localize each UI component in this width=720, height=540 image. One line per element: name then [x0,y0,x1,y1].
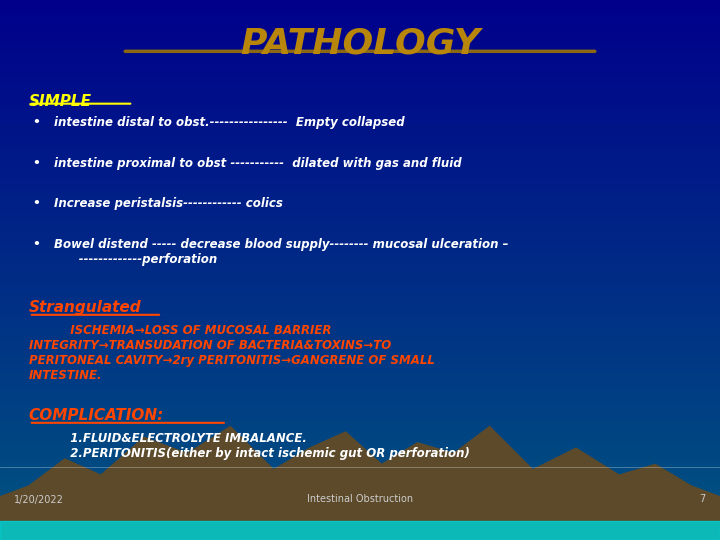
Text: •: • [32,157,40,170]
Text: intestine proximal to obst -----------  dilated with gas and fluid: intestine proximal to obst ----------- d… [54,157,462,170]
Text: 1.FLUID&ELECTROLYTE IMBALANCE.
          2.PERITONITIS(either by intact ischemic: 1.FLUID&ELECTROLYTE IMBALANCE. 2.PERITON… [29,432,469,460]
Polygon shape [0,427,720,540]
Text: 1/20/2022: 1/20/2022 [14,495,64,504]
Text: COMPLICATION:: COMPLICATION: [29,408,164,423]
Text: Bowel distend ----- decrease blood supply-------- mucosal ulceration –
      ---: Bowel distend ----- decrease blood suppl… [54,238,508,266]
Text: 7: 7 [699,495,706,504]
Text: PATHOLOGY: PATHOLOGY [240,27,480,61]
Text: SIMPLE: SIMPLE [29,94,92,110]
Text: ISCHEMIA→LOSS OF MUCOSAL BARRIER
INTEGRITY→TRANSUDATION OF BACTERIA&TOXINS→TO
PE: ISCHEMIA→LOSS OF MUCOSAL BARRIER INTEGRI… [29,324,435,382]
Text: Intestinal Obstruction: Intestinal Obstruction [307,495,413,504]
Text: •: • [32,238,40,251]
Text: intestine distal to obst.----------------  Empty collapsed: intestine distal to obst.---------------… [54,116,405,129]
Text: Strangulated: Strangulated [29,300,141,315]
Text: •: • [32,116,40,129]
Text: Increase peristalsis------------ colics: Increase peristalsis------------ colics [54,197,283,210]
Text: •: • [32,197,40,210]
